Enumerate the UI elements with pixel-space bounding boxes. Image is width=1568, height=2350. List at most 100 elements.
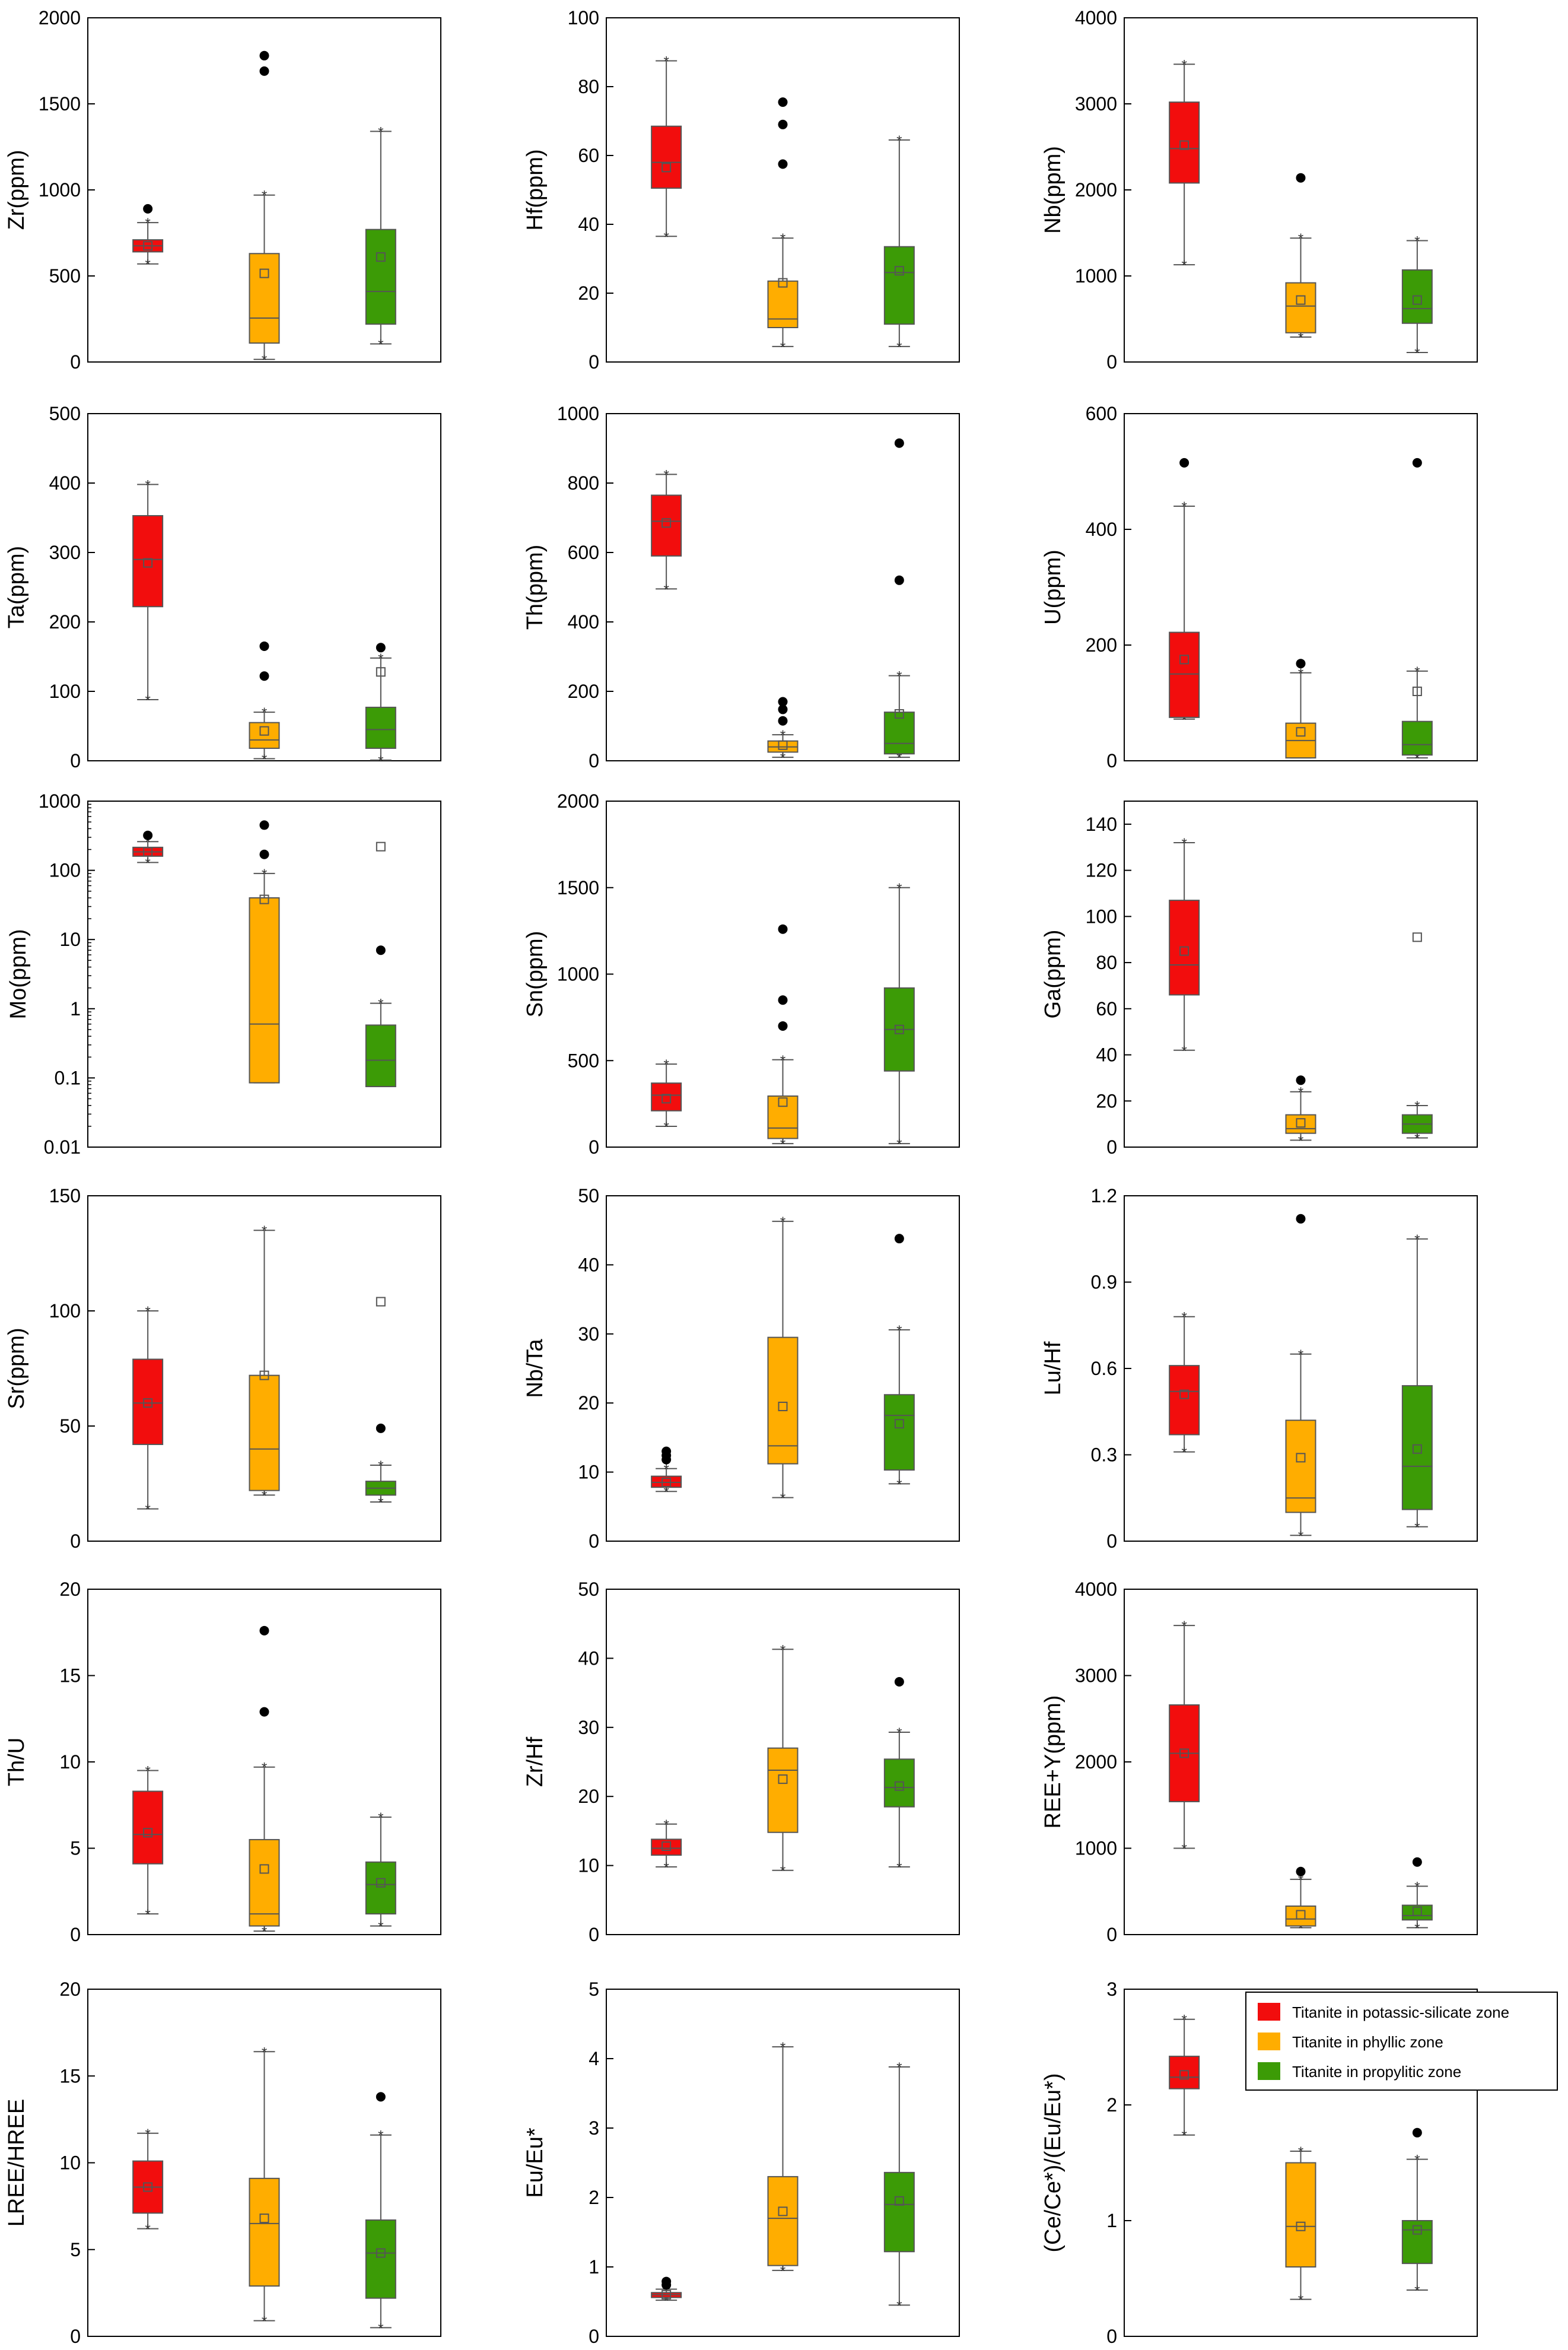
whisker-star: *: [1298, 330, 1303, 346]
outlier-point: [894, 1234, 904, 1244]
whisker-star: *: [1414, 345, 1420, 361]
whisker-star: *: [378, 337, 383, 353]
mean-marker: [778, 2206, 788, 2216]
whisker-star: *: [780, 2040, 785, 2056]
y-tick-label: 1000: [1075, 265, 1117, 287]
whisker-star: *: [145, 693, 150, 709]
iqr-box: [1401, 1385, 1433, 1510]
outlier-point: [259, 641, 269, 651]
outlier-point: [259, 671, 269, 681]
y-tick-label: 0: [589, 1924, 599, 1945]
y-axis-label: Ga(ppm): [1041, 930, 1066, 1019]
y-tick-label: 20: [578, 282, 599, 304]
outlier-point: [778, 697, 788, 707]
y-tick-label: 2000: [557, 790, 599, 812]
mean-marker: [661, 1094, 672, 1104]
box-3: **: [1401, 234, 1433, 361]
iqr-box: [883, 1758, 915, 1808]
outlier-point: [1412, 2127, 1422, 2138]
whisker-star: *: [1298, 2292, 1303, 2308]
outlier-point: [778, 716, 788, 726]
y-tick-label: 40: [1096, 1044, 1117, 1066]
y-tick-label: 0: [1106, 1530, 1117, 1552]
outlier-point: [894, 438, 904, 448]
iqr-box: [1285, 282, 1316, 334]
y-axis-label: REE+Y(ppm): [1041, 1695, 1066, 1829]
y-tick-label: 500: [49, 265, 81, 287]
iqr-box: [1169, 1365, 1200, 1436]
box-3: **: [883, 1676, 915, 1876]
y-tick-label: 80: [1096, 952, 1117, 973]
whisker-star: *: [1298, 1085, 1303, 1101]
y-tick-label: 40: [578, 1254, 599, 1275]
mean-marker: [1179, 140, 1189, 150]
y-tick-label: 0: [1106, 1924, 1117, 1945]
iqr-box: [365, 228, 396, 325]
y-tick-label: 10: [59, 1751, 81, 1773]
y-tick-label: 80: [578, 76, 599, 97]
mean-marker: [661, 1478, 672, 1488]
mean-marker: [1412, 2225, 1422, 2235]
outlier-point: [376, 1423, 386, 1433]
y-tick-label: 60: [578, 145, 599, 166]
outlier-point: [259, 820, 269, 830]
whisker-star: *: [1181, 1841, 1187, 1857]
plot-frame: [87, 413, 441, 761]
box-1: **: [132, 2126, 164, 2238]
outlier-point: [376, 2092, 386, 2102]
outlier-point: [1296, 659, 1306, 669]
y-tick-label: 4: [589, 2048, 599, 2069]
y-tick-label: 100: [568, 7, 599, 28]
y-axis-label: Zr(ppm): [4, 150, 29, 230]
mean-marker: [143, 2182, 153, 2192]
y-tick-label: 3000: [1075, 1665, 1117, 1687]
iqr-box: [651, 1475, 682, 1488]
box-1: **: [132, 1764, 164, 1923]
iqr-box: [651, 494, 682, 557]
iqr-box: [767, 1336, 799, 1465]
mean-marker: [1179, 1389, 1189, 1399]
whisker-star: *: [663, 229, 669, 245]
y-tick-label: 0.9: [1091, 1272, 1117, 1293]
iqr-box: [249, 253, 280, 344]
box-2: **: [1285, 173, 1316, 346]
y-tick-label: 10: [59, 2152, 81, 2174]
y-tick-label: 0: [70, 750, 81, 771]
y-tick-label: 0.3: [1091, 1444, 1117, 1466]
box-3: **: [883, 1234, 915, 1492]
y-tick-label: 0: [1106, 351, 1117, 373]
iqr-box: [883, 1394, 915, 1471]
y-axis-label: Nb/Ta: [523, 1339, 548, 1398]
box-3: **: [1401, 2127, 1433, 2299]
iqr-box: [1285, 1114, 1316, 1134]
box-3: **: [365, 841, 396, 1095]
whisker-star: *: [145, 855, 150, 871]
outlier-point: [778, 704, 788, 714]
mean-marker: [1179, 1748, 1189, 1758]
box-2: **: [767, 1642, 799, 1879]
outlier-point: [661, 1446, 672, 1456]
mean-marker: [661, 163, 672, 173]
iqr-box: [132, 1358, 164, 1446]
y-tick-label: 500: [568, 1050, 599, 1071]
whisker-star: *: [663, 1860, 669, 1876]
whisker-star: *: [1181, 1310, 1187, 1326]
mean-marker: [1296, 1453, 1306, 1463]
mean-marker: [143, 1828, 153, 1838]
mean-marker: [376, 1297, 386, 1307]
y-axis-label: (Ce/Ce*)/(Eu/Eu*): [1041, 2073, 1066, 2253]
box-1: **: [651, 2276, 682, 2309]
whisker-star: *: [262, 1488, 267, 1504]
whisker-star: *: [1298, 1528, 1303, 1544]
mean-marker: [778, 278, 788, 288]
y-axis-label: U(ppm): [1041, 550, 1066, 625]
outlier-point: [376, 643, 386, 653]
y-tick-label: 0: [589, 1136, 599, 1158]
whisker-star: *: [378, 1458, 383, 1474]
y-tick-label: 20: [1096, 1090, 1117, 1112]
outlier-point: [259, 849, 269, 859]
